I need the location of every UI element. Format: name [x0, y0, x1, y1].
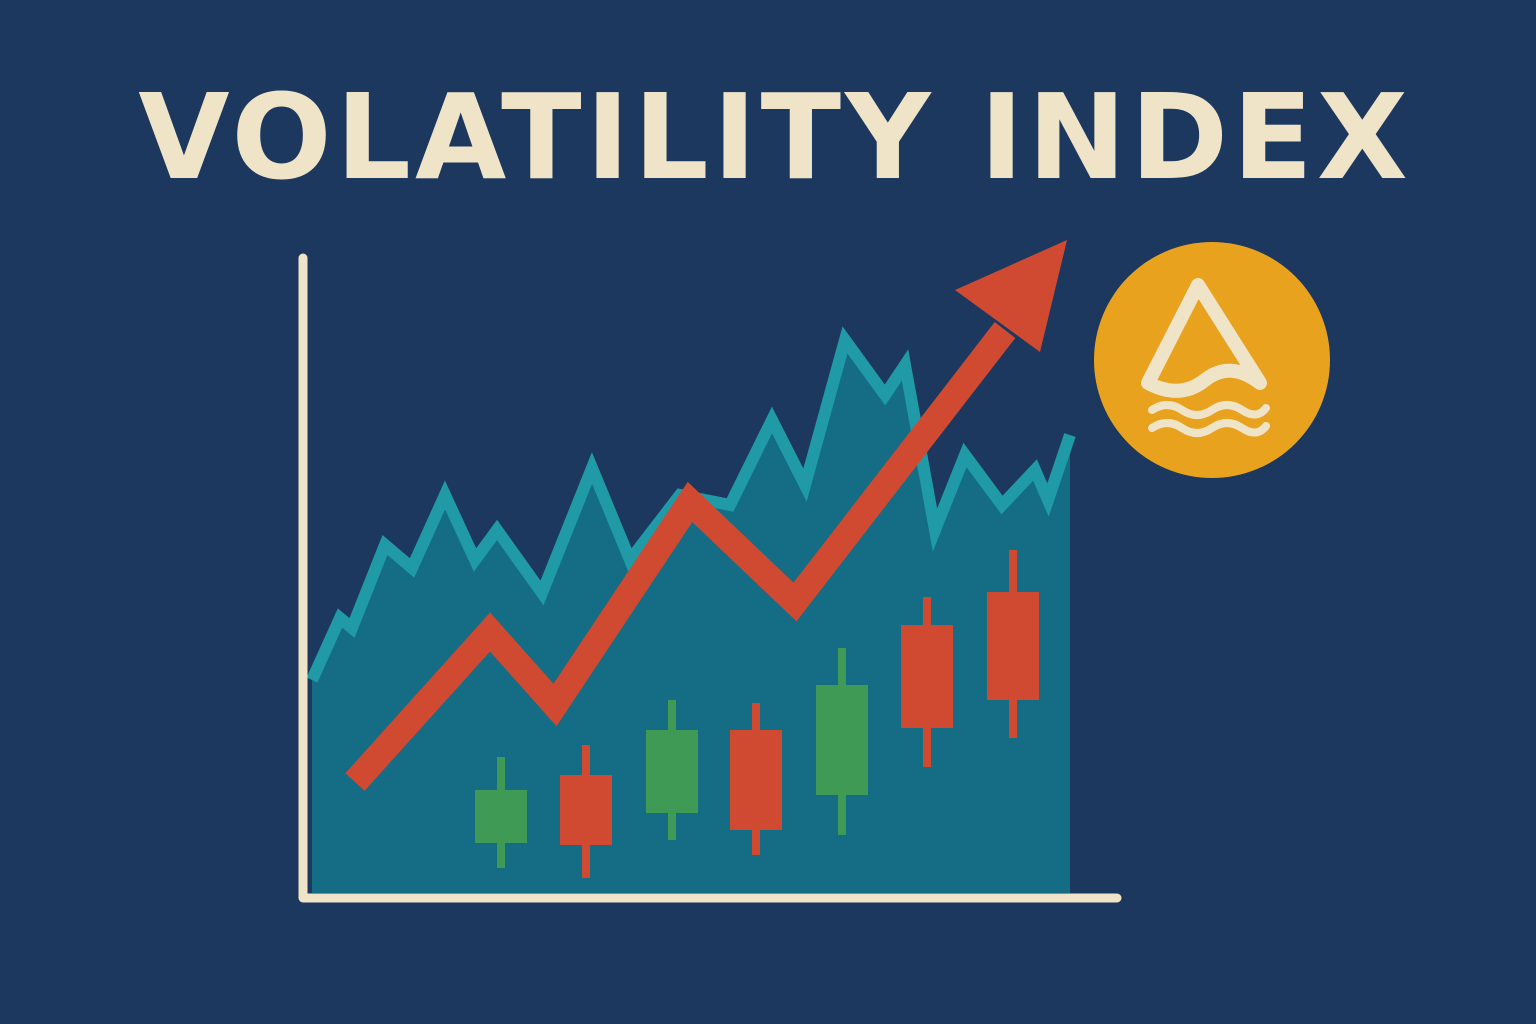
- trend-arrow: [345, 322, 1016, 791]
- badge-wave: [1148, 401, 1270, 419]
- candles: [475, 550, 1039, 878]
- badge-icon: [1141, 278, 1267, 398]
- candle: [475, 790, 527, 843]
- candle: [816, 685, 868, 795]
- candle: [560, 775, 612, 845]
- candle: [730, 730, 782, 830]
- axes: [298, 253, 1122, 903]
- badge: [1094, 242, 1330, 478]
- badge-wave: [1148, 419, 1270, 437]
- title: VOLATILITY INDEX: [138, 68, 1412, 206]
- candle: [901, 625, 953, 728]
- candle: [646, 730, 698, 813]
- arrow-head: [955, 240, 1067, 352]
- candle: [987, 592, 1039, 700]
